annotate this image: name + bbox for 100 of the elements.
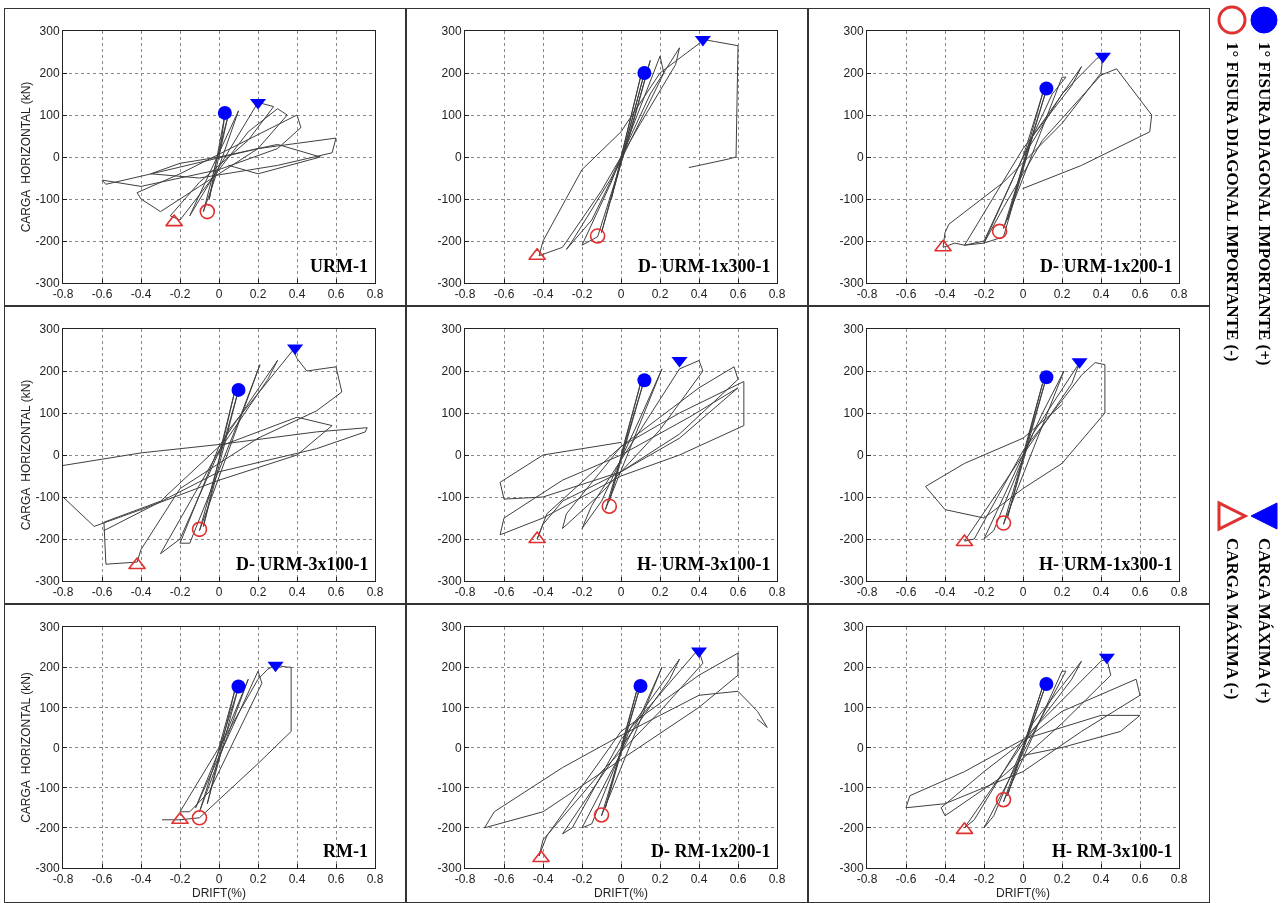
point [633, 679, 648, 694]
point [191, 521, 208, 538]
text: D- URM-1x200-1 [1040, 256, 1173, 276]
point [199, 203, 216, 220]
y-tick-label: 300 [441, 620, 462, 635]
x-tick-label: 0.6 [327, 585, 345, 600]
text: H- URM-3x100-1 [637, 554, 771, 574]
y-tick-label: -200 [839, 532, 864, 547]
x-tick-label: 0.8 [366, 287, 384, 302]
y-tick-label: 100 [441, 108, 462, 123]
x-tick-label: -0.2 [169, 287, 191, 302]
y-tick-label: -100 [437, 192, 462, 207]
x-tick-label: -0.4 [130, 287, 152, 302]
legend-label: 1° FISURA DIAGONAL IMPORTANTE (-) [1222, 42, 1242, 362]
point [991, 223, 1008, 240]
x-tick-label: -0.4 [934, 872, 956, 887]
point [601, 498, 618, 515]
point [593, 807, 610, 823]
text: H- URM-1x300-1 [1039, 554, 1173, 574]
y-tick-label: 300 [441, 24, 462, 39]
y-tick-label: 300 [39, 24, 60, 39]
x-tick-label: 0.8 [1170, 287, 1188, 302]
x-tick-label: 0.6 [1131, 872, 1149, 887]
y-axis-title: CARGA HORIZONTAL (kN) [18, 81, 33, 233]
y-tick-label: 100 [843, 700, 864, 715]
x-tick-label: -0.6 [895, 287, 917, 302]
x-tick-label: 0.4 [288, 585, 306, 600]
point [231, 382, 246, 397]
x-tick-label: -0.8 [856, 872, 878, 887]
y-tick-label: 100 [843, 108, 864, 123]
x-tick-label: 0.6 [327, 872, 345, 887]
legend-label: 1° FISURA DIAGONAL IMPORTANTE (+) [1254, 42, 1274, 366]
x-tick-label: -0.2 [571, 287, 593, 302]
x-tick-label: 0 [617, 585, 625, 600]
y-tick-label: 300 [39, 322, 60, 337]
x-tick-label: 0.4 [690, 287, 708, 302]
x-tick-label: 0.2 [651, 872, 669, 887]
point [1039, 370, 1054, 385]
y-tick-label: 100 [441, 406, 462, 421]
text: RM-1 [323, 841, 368, 861]
y-tick-label: -200 [437, 532, 462, 547]
x-tick-label: -0.6 [895, 585, 917, 600]
x-tick-label: 0 [617, 287, 625, 302]
y-tick-label: 200 [441, 660, 462, 675]
x-tick-label: -0.6 [895, 872, 917, 887]
x-tick-label: 0.6 [729, 585, 747, 600]
y-tick-label: 0 [856, 150, 864, 165]
x-tick-label: -0.8 [856, 287, 878, 302]
y-tick-label: -200 [35, 234, 60, 249]
x-tick-label: 0.8 [1170, 872, 1188, 887]
y-tick-label: 300 [843, 620, 864, 635]
y-tick-label: -100 [35, 490, 60, 505]
x-tick-label: 0.8 [366, 872, 384, 887]
x-tick-label: 0.4 [1092, 872, 1110, 887]
text: D- RM-1x200-1 [651, 841, 771, 861]
x-tick-label: 0.8 [768, 872, 786, 887]
text: H- RM-3x100-1 [1052, 841, 1173, 861]
x-axis-title: DRIFT(%) [192, 886, 246, 901]
y-tick-label: 200 [441, 364, 462, 379]
y-tick-label: -200 [35, 821, 60, 836]
point [637, 373, 652, 388]
x-tick-label: 0.6 [1131, 287, 1149, 302]
point [1039, 81, 1054, 96]
x-tick-label: 0.2 [249, 287, 267, 302]
y-tick-label: 0 [52, 150, 60, 165]
y-tick-label: 200 [39, 66, 60, 81]
point [995, 515, 1012, 531]
x-tick-label: -0.4 [934, 585, 956, 600]
point [694, 35, 711, 47]
point [171, 812, 189, 825]
x-tick-label: -0.4 [934, 287, 956, 302]
x-tick-label: -0.2 [973, 872, 995, 887]
x-axis-title: DRIFT(%) [996, 886, 1050, 901]
point [217, 105, 232, 120]
x-tick-label: -0.2 [973, 287, 995, 302]
x-tick-label: -0.2 [973, 585, 995, 600]
x-tick-label: -0.2 [571, 585, 593, 600]
y-tick-label: 300 [441, 322, 462, 337]
point [995, 791, 1012, 808]
y-tick-label: 0 [454, 150, 462, 165]
x-tick-label: 0.2 [1053, 872, 1071, 887]
x-tick-label: -0.4 [532, 287, 554, 302]
point [532, 850, 550, 863]
x-tick-label: -0.6 [91, 585, 113, 600]
y-tick-label: -100 [437, 490, 462, 505]
y-tick-label: -200 [839, 821, 864, 836]
text: D- URM-1x300-1 [638, 256, 771, 276]
y-tick-label: 0 [454, 740, 462, 755]
x-tick-label: 0.2 [651, 287, 669, 302]
x-tick-label: 0 [1019, 872, 1027, 887]
x-tick-label: -0.4 [532, 585, 554, 600]
x-tick-label: -0.2 [169, 585, 191, 600]
x-axis-title: DRIFT(%) [594, 886, 648, 901]
y-tick-label: 200 [843, 660, 864, 675]
x-tick-label: 0.8 [1170, 585, 1188, 600]
x-tick-label: -0.6 [91, 287, 113, 302]
x-tick-label: 0.8 [366, 585, 384, 600]
y-tick-label: 100 [39, 406, 60, 421]
y-tick-label: -200 [437, 234, 462, 249]
y-tick-label: 100 [39, 700, 60, 715]
